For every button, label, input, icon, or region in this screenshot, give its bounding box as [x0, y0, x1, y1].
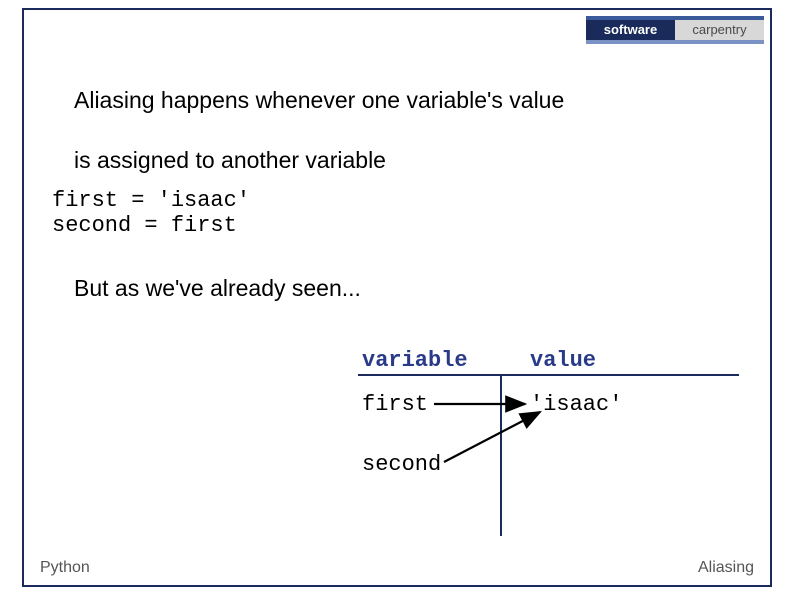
logo-mid: software carpentry [586, 20, 764, 40]
logo: software carpentry [586, 16, 764, 46]
table-var-second: second [362, 452, 441, 477]
footer-right: Aliasing [698, 559, 754, 577]
code-block: first = 'isaac' second = first [52, 188, 250, 239]
body-line-3: But as we've already seen... [74, 274, 361, 304]
body-line-1: Aliasing happens whenever one variable's… [74, 86, 564, 116]
logo-bottom-bar [586, 40, 764, 44]
table-var-first: first [362, 392, 428, 417]
table-horizontal-line [358, 374, 739, 376]
table-value-isaac: 'isaac' [530, 392, 622, 417]
footer-left: Python [40, 559, 90, 577]
logo-left-text: software [586, 20, 675, 40]
table-header-variable: variable [362, 348, 468, 373]
body-line-2: is assigned to another variable [74, 146, 386, 176]
table-header-value: value [530, 348, 596, 373]
table-vertical-line [500, 374, 502, 536]
logo-right-text: carpentry [675, 20, 764, 40]
